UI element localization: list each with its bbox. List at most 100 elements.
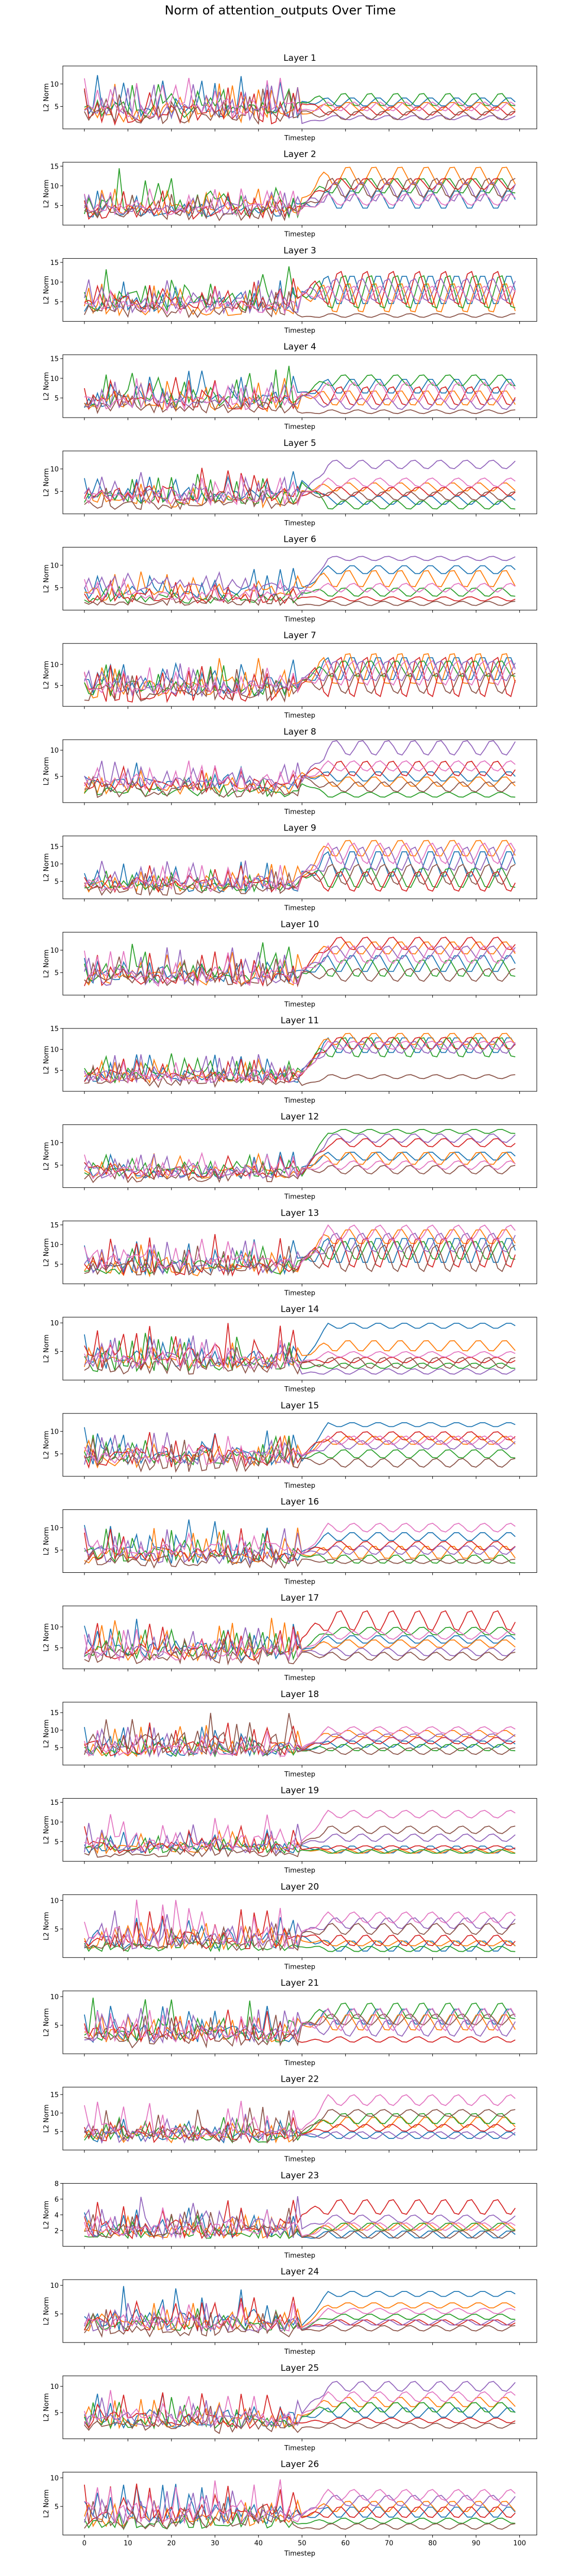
series-line: [83, 2397, 516, 2430]
series-line: [84, 177, 516, 222]
plot-frame: [62, 1990, 537, 2054]
x-axis-label: Timestep: [284, 712, 315, 720]
y-axis-label: L2 Norm: [43, 2297, 50, 2325]
series-line: [83, 1726, 516, 1757]
series-line: [84, 474, 516, 510]
plot-frame: [62, 836, 537, 900]
plot-frame: [62, 162, 537, 226]
series-line: [83, 945, 516, 987]
y-tick-label: 10: [50, 1727, 59, 1735]
y-tick-label: 5: [55, 1261, 59, 1269]
y-tick-label: 5: [55, 488, 59, 496]
x-axis-label: Timestep: [284, 616, 315, 624]
y-tick-label: 10: [50, 466, 59, 474]
y-tick-label: 5: [55, 970, 59, 977]
series-line: [83, 2390, 516, 2427]
series-line: [84, 1062, 516, 1088]
series-line: [84, 1335, 516, 1375]
series-line: [84, 591, 516, 606]
y-tick-label: 5: [55, 1838, 59, 1846]
y-tick-label: 8: [55, 2180, 59, 2188]
series-line: [83, 1627, 516, 1661]
series-line: [84, 2302, 516, 2332]
series-line: [84, 760, 516, 793]
y-tick-label: 10: [50, 661, 59, 669]
y-tick-label: 15: [50, 356, 59, 363]
x-tick-label: 20: [167, 2540, 176, 2548]
y-axis-label: L2 Norm: [43, 1623, 50, 1652]
plot-frame: [62, 1894, 537, 1958]
y-tick-label: 10: [50, 1140, 59, 1148]
y-axis-label: L2 Norm: [43, 853, 50, 882]
y-tick-label: 10: [50, 1624, 59, 1632]
panel-title: Layer 24: [281, 2267, 319, 2277]
series-line: [84, 1549, 516, 1569]
x-axis-label: Timestep: [284, 808, 315, 816]
panel-title: Layer 1: [283, 53, 316, 63]
series-line: [84, 2484, 516, 2525]
y-tick-label: 5: [55, 1547, 59, 1555]
y-tick-label: 5: [55, 878, 59, 886]
series-line: [83, 2199, 516, 2239]
series-line: [84, 271, 516, 311]
series-line: [83, 77, 516, 119]
y-axis-label: L2 Norm: [43, 372, 50, 401]
y-tick-label: 15: [50, 1799, 59, 1807]
panel-title: Layer 19: [281, 1786, 319, 1796]
x-tick-label: 40: [254, 2540, 263, 2548]
series-line: [83, 2117, 516, 2144]
y-axis-label: L2 Norm: [43, 1816, 50, 1844]
y-axis-label: L2 Norm: [43, 2008, 50, 2036]
y-tick-label: 10: [50, 1819, 59, 1826]
x-axis-label: Timestep: [284, 327, 315, 335]
y-tick-label: 5: [55, 2311, 59, 2319]
y-tick-label: 5: [55, 1926, 59, 1934]
y-tick-label: 10: [50, 279, 59, 287]
series-line: [83, 1422, 516, 1466]
series-line: [84, 475, 516, 506]
y-tick-label: 15: [50, 2091, 59, 2099]
y-axis-label: L2 Norm: [43, 950, 50, 978]
y-tick-label: 5: [55, 103, 59, 111]
y-tick-label: 10: [50, 1046, 59, 1054]
y-tick-label: 5: [55, 2503, 59, 2511]
series-line: [84, 1033, 516, 1084]
plot-frame: [62, 354, 537, 418]
series-line: [83, 2499, 516, 2528]
panel-title: Layer 21: [281, 1978, 319, 1988]
series-line: [83, 291, 516, 319]
series-line: [84, 2013, 516, 2049]
y-tick-label: 10: [50, 1428, 59, 1436]
x-tick-label: 80: [428, 2540, 437, 2548]
series-line: [83, 1340, 516, 1370]
y-tick-label: 5: [55, 2409, 59, 2417]
panel-title: Layer 12: [281, 1112, 319, 1122]
y-tick-label: 5: [55, 1451, 59, 1458]
y-tick-label: 5: [55, 203, 59, 210]
series-line: [84, 2479, 516, 2524]
y-tick-label: 5: [55, 2129, 59, 2136]
x-axis-label: Timestep: [284, 1963, 315, 1971]
series-line: [84, 365, 516, 409]
y-tick-label: 5: [55, 298, 59, 306]
series-line: [84, 1626, 516, 1661]
plot-frame: [62, 1220, 537, 1284]
x-axis-label: Timestep: [284, 1097, 315, 1105]
panel-title: Layer 9: [283, 823, 316, 834]
y-tick-label: 15: [50, 843, 59, 851]
y-tick-label: 5: [55, 395, 59, 403]
y-tick-label: 10: [50, 562, 59, 570]
series-line: [84, 1040, 516, 1084]
panel-title: Layer 26: [281, 2459, 319, 2470]
plot-frame: [62, 1413, 537, 1477]
x-tick-label: 50: [298, 2540, 307, 2548]
y-tick-label: 5: [55, 1349, 59, 1356]
x-axis-label: Timestep: [284, 1867, 315, 1875]
series-line: [83, 2007, 516, 2043]
y-axis-label: L2 Norm: [43, 2393, 50, 2421]
x-axis-label: Timestep: [284, 1771, 315, 1779]
series-line: [84, 1528, 516, 1566]
series-line: [84, 1233, 516, 1275]
series-line: [84, 378, 516, 412]
